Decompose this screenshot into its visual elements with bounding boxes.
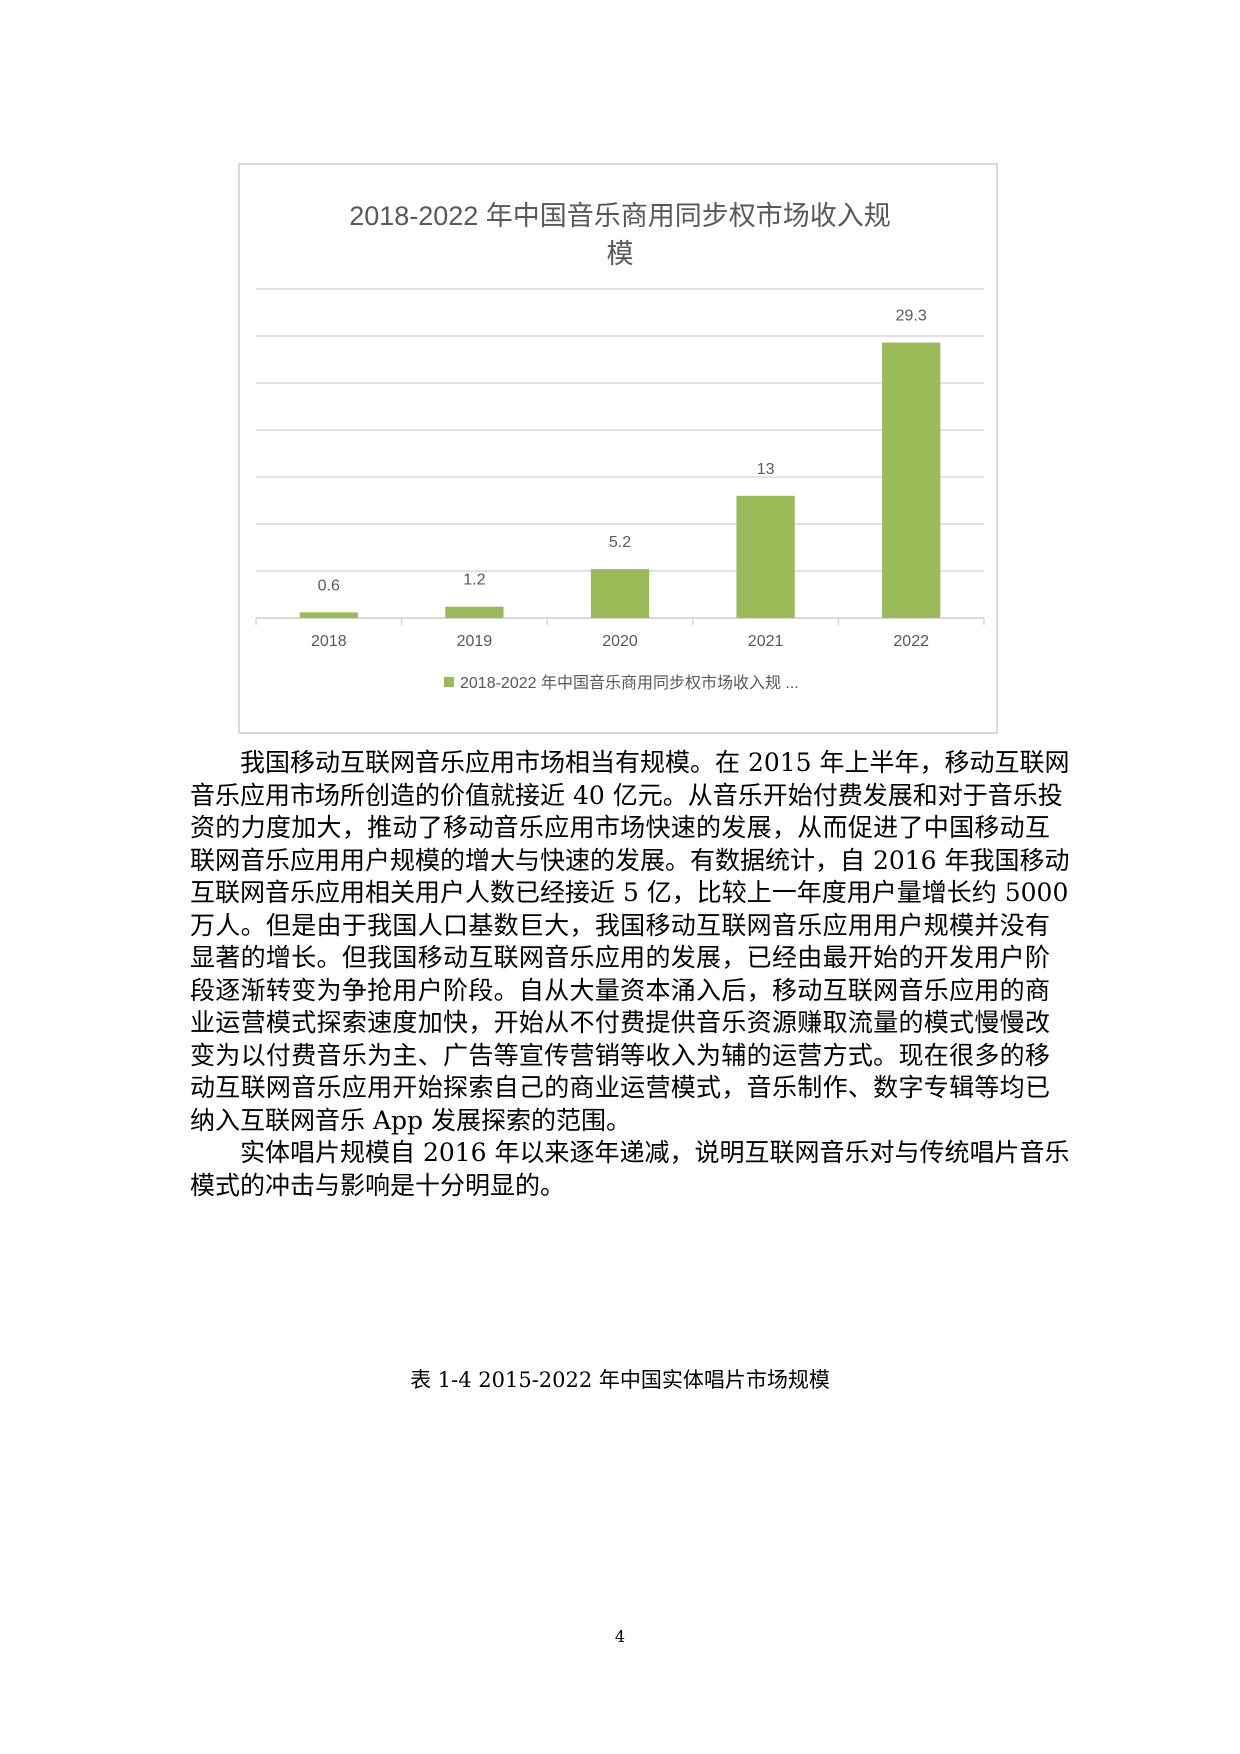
x-tick-label: 2022	[893, 633, 929, 650]
page-number: 4	[614, 1627, 626, 1646]
x-tick-label: 2020	[602, 633, 638, 650]
x-tick-label: 2021	[748, 633, 784, 650]
bar-2019	[445, 606, 504, 618]
bar-2020	[590, 569, 650, 618]
data-label: 0.6	[318, 577, 340, 594]
chart: 2018-2022 年中国音乐商用同步权市场收入规模 0.6 2018 1.2 2019…	[238, 163, 998, 734]
text-line: 动互联网音乐应用开始探索自己的商业运营模式，音乐制作、数字专辑等均已	[190, 1073, 1050, 1102]
text-line: 显著的增长。但我国移动互联网音乐应用的发展，已经由最开始的开发用户阶	[190, 943, 1050, 972]
text-line: 段逐渐转变为争抢用户阶段。自从大量资本涌入后，移动互联网音乐应用的商	[190, 975, 1050, 1005]
data-label: 5.2	[609, 534, 631, 551]
bar-2021	[736, 495, 795, 618]
data-label: 13	[757, 461, 775, 478]
x-tick-label: 2019	[457, 633, 493, 650]
text-line: 模式的冲击与影响是十分明显的。	[190, 1170, 566, 1200]
text-line: 变为以付费音乐为主、广告等宣传营销等收入为辅的运营方式。现在很多的移	[190, 1040, 1050, 1070]
text-line: 万人。但是由于我国人口基数巨大，我国移动互联网音乐应用用户规模并没有	[190, 910, 1050, 940]
legend-swatch	[444, 677, 454, 687]
bar-2022	[882, 342, 941, 618]
text-line: 我国移动互联网音乐应用市场相当有规模。在 2015 年上半年，移动互联网	[240, 748, 1070, 777]
legend-label: 2018-2022 年中国音乐商用同步权市场收入规 ...	[460, 674, 799, 692]
data-label: 1.2	[463, 572, 485, 589]
text-line: 联网音乐应用用户规模的增大与快速的发展。有数据统计，自 2016 年我国移动	[190, 845, 1070, 875]
chart-title: 模	[607, 239, 634, 269]
text-line: 业运营模式探索速度加快，开始从不付费提供音乐资源赚取流量的模式慢慢改	[190, 1008, 1050, 1037]
x-tick-label: 2018	[311, 633, 347, 650]
paragraph: 我国移动互联网音乐应用市场相当有规模。在 2015 年上半年，移动互联网音乐应用…	[190, 747, 1070, 1137]
text-line: 纳入互联网音乐 App 发展探索的范围。	[190, 1105, 631, 1135]
text-line: 互联网音乐应用相关用户人数已经接近 5 亿，比较上一年度用户量增长约 5000	[190, 878, 1069, 907]
text-line: 资的力度加大，推动了移动音乐应用市场快速的发展，从而促进了中国移动互	[190, 813, 1050, 842]
table-caption: 表 1-4 2015-2022 年中国实体唱片市场规模	[410, 1368, 830, 1392]
paragraph: 实体唱片规模自 2016 年以来逐年递减，说明互联网音乐对与传统唱片音乐模式的冲…	[190, 1137, 1070, 1202]
data-label: 29.3	[896, 308, 927, 325]
bar-2018	[299, 612, 358, 618]
text-line: 实体唱片规模自 2016 年以来逐年递减，说明互联网音乐对与传统唱片音乐	[240, 1138, 1070, 1167]
text-line: 音乐应用市场所创造的价值就接近 40 亿元。从音乐开始付费发展和对于音乐投	[190, 780, 1063, 810]
chart-title: 2018-2022 年中国音乐商用同步权市场收入规	[349, 201, 891, 231]
